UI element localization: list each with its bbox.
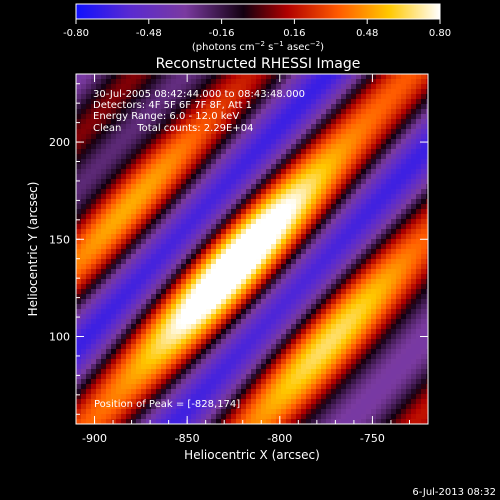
colorbar-ticks: -0.80 -0.48 -0.16 0.16 0.48 0.80 bbox=[63, 19, 451, 39]
y-axis-ticks: 100 150 200 bbox=[49, 83, 428, 415]
colorbar: -0.80 -0.48 -0.16 0.16 0.48 0.80 (photons cm−… bbox=[63, 3, 451, 53]
colorbar-tick-label: -0.16 bbox=[209, 28, 235, 39]
colorbar-tick-label: -0.48 bbox=[136, 28, 162, 39]
info-line-energy: Energy Range: 6.0 - 12.0 keV bbox=[93, 111, 239, 122]
info-line-detectors: Detectors: 4F 5F 6F 7F 8F, Att 1 bbox=[93, 100, 252, 111]
colorbar-tick-label: -0.80 bbox=[63, 28, 89, 39]
info-block: 30-Jul-2005 08:42:44.000 to 08:43:48.000… bbox=[93, 89, 305, 134]
peak-position-label: Position of Peak = [-828,174] bbox=[94, 399, 240, 410]
colorbar-tick-label: 0.48 bbox=[356, 28, 378, 39]
colorbar-gradient bbox=[75, 3, 441, 20]
y-tick-label: 200 bbox=[49, 136, 70, 149]
x-tick-label: -900 bbox=[82, 432, 107, 445]
plot-title: Reconstructed RHESSI Image bbox=[156, 56, 361, 72]
x-axis-ticks: -900 -850 -800 -750 bbox=[75, 74, 429, 445]
image-area bbox=[75, 73, 429, 425]
footer-date: 6-Jul-2013 08:32 bbox=[412, 487, 496, 498]
y-tick-label: 100 bbox=[49, 331, 70, 344]
x-tick-label: -850 bbox=[175, 432, 200, 445]
y-axis-label: Heliocentric Y (arcsec) bbox=[26, 182, 40, 317]
x-tick-label: -800 bbox=[267, 432, 292, 445]
x-tick-label: -750 bbox=[360, 432, 385, 445]
colorbar-tick-label: 0.16 bbox=[283, 28, 305, 39]
colorbar-unit-label: (photons cm−2 s−1 asec−2) bbox=[192, 40, 324, 53]
x-axis-label: Heliocentric X (arcsec) bbox=[184, 448, 320, 462]
rhessi-image bbox=[76, 74, 428, 424]
plot-frame bbox=[75, 73, 429, 425]
y-tick-label: 150 bbox=[49, 233, 70, 246]
colorbar-tick-label: 0.80 bbox=[429, 28, 451, 39]
info-line-time: 30-Jul-2005 08:42:44.000 to 08:43:48.000 bbox=[93, 89, 305, 100]
info-line-counts: Clean Total counts: 2.29E+04 bbox=[93, 123, 253, 134]
